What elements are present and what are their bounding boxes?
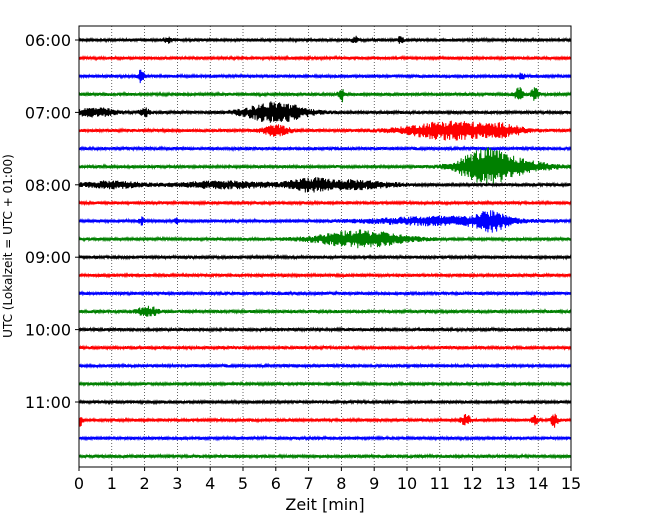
trace-line-1045: [78, 380, 572, 388]
y-tick-label: 06:00: [25, 31, 71, 50]
x-tick-label: 3: [172, 474, 182, 493]
y-tick-label: 11:00: [25, 393, 71, 412]
trace-line-0930: [78, 289, 572, 297]
x-axis-ticks: 0 1 2 3 4 5 6 7 8 9 10 11 12 13 14 15: [74, 467, 581, 493]
x-tick-label: 9: [369, 474, 379, 493]
y-tick-label: 08:00: [25, 176, 71, 195]
trace-line-1115: [78, 413, 572, 428]
x-tick-label: 11: [430, 474, 450, 493]
trace-line-0845: [78, 229, 572, 249]
trace-line-1130: [78, 434, 572, 442]
trace-line-1145: [78, 452, 572, 460]
trace-line-0900: [78, 253, 572, 261]
trace-line-0600: [78, 35, 572, 44]
x-tick-label: 10: [397, 474, 417, 493]
x-tick-label: 8: [336, 474, 346, 493]
trace-line-0745: [78, 147, 572, 186]
plot-frame: [78, 25, 572, 468]
trace-line-0630: [78, 69, 572, 84]
trace-line-0915: [78, 271, 572, 279]
x-tick-label: 15: [561, 474, 581, 493]
y-tick-label: 10:00: [25, 321, 71, 340]
x-tick-label: 13: [495, 474, 515, 493]
trace-line-1100: [78, 398, 572, 406]
trace-line-0830: [78, 210, 572, 233]
x-tick-label: 7: [304, 474, 314, 493]
trace-line-0800: [78, 177, 572, 193]
y-axis-ticks: 06:00 07:00 08:00 09:00 10:00 11:00: [25, 31, 79, 412]
trace-line-1000: [78, 326, 572, 333]
y-axis-title: UTC (Lokalzeit = UTC + 01:00): [1, 154, 15, 338]
x-tick-label: 4: [205, 474, 215, 493]
trace-line-0700: [78, 101, 572, 123]
trace-line-1030: [78, 362, 572, 370]
trace-line-0730: [78, 145, 572, 153]
plot-background: [79, 26, 571, 467]
x-tick-label: 14: [528, 474, 548, 493]
trace-line-0945: [78, 305, 572, 317]
x-tick-label: 5: [238, 474, 248, 493]
x-axis-title: Zeit [min]: [285, 495, 364, 514]
trace-line-0615: [78, 54, 572, 62]
x-tick-label: 1: [107, 474, 117, 493]
x-tick-label: 6: [271, 474, 281, 493]
y-tick-label: 07:00: [25, 103, 71, 122]
trace-line-0715: [78, 120, 572, 141]
trace-lines: [78, 35, 572, 460]
x-tick-label: 2: [140, 474, 150, 493]
y-tick-label: 09:00: [25, 248, 71, 267]
x-tick-label: 0: [74, 474, 84, 493]
trace-line-0815: [78, 199, 572, 207]
x-tick-label: 12: [462, 474, 482, 493]
trace-line-0645: [78, 87, 572, 103]
trace-line-1015: [78, 344, 572, 352]
